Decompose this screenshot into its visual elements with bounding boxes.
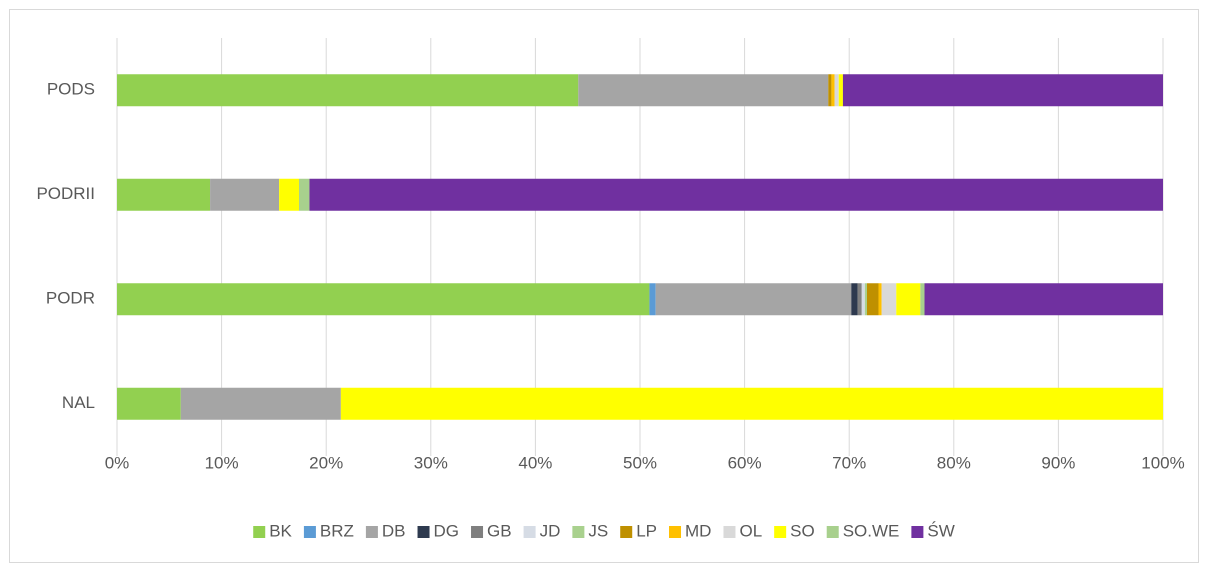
x-tick-label: 10% — [205, 453, 239, 472]
y-tick-label: PODS — [47, 80, 95, 99]
x-tick-label: 50% — [623, 453, 657, 472]
x-tick-label: 90% — [1041, 453, 1075, 472]
bar-segment — [878, 283, 882, 316]
legend-label: OL — [739, 521, 762, 540]
bar-segment — [924, 283, 1163, 316]
bar-segment — [834, 74, 839, 107]
bar-segment — [655, 283, 852, 316]
bar-segment — [866, 283, 879, 316]
bar-segment — [831, 74, 835, 107]
bar-segment — [117, 74, 579, 107]
legend-swatch — [826, 526, 839, 538]
bar-segment — [828, 74, 832, 107]
y-tick-label: PODR — [46, 289, 95, 308]
bar-segment — [838, 74, 843, 107]
bar-segment — [842, 74, 1163, 107]
legend-label: DB — [382, 521, 406, 540]
x-tick-label: 80% — [937, 453, 971, 472]
bar-segment — [881, 283, 897, 316]
legend-label: DG — [434, 521, 460, 540]
bar-segment — [180, 387, 341, 420]
legend-swatch — [572, 526, 585, 538]
bar-segment — [117, 387, 181, 420]
y-tick-label: NAL — [62, 393, 95, 412]
bar-segment — [340, 387, 1163, 420]
legend-label: LP — [636, 521, 657, 540]
bar-segment — [117, 283, 650, 316]
x-tick-label: 30% — [414, 453, 448, 472]
x-tick-label: 20% — [309, 453, 343, 472]
x-tick-label: 70% — [832, 453, 866, 472]
legend-swatch — [911, 526, 924, 538]
bar-segment — [578, 74, 829, 107]
legend-label: SO.WE — [843, 521, 900, 540]
legend-label: JS — [588, 521, 608, 540]
bar-segment — [851, 283, 858, 316]
legend-swatch — [774, 526, 787, 538]
bar-segment — [309, 178, 1163, 211]
bar-segment — [861, 283, 865, 316]
legend-label: MD — [685, 521, 711, 540]
x-tick-label: 100% — [1141, 453, 1184, 472]
legend-swatch — [253, 526, 266, 538]
bar-segment — [920, 283, 925, 316]
bar-segment — [210, 178, 280, 211]
bar-segment — [649, 283, 656, 316]
legend-swatch — [723, 526, 736, 538]
legend-label: ŚW — [927, 521, 954, 540]
bar-segment — [864, 283, 867, 316]
legend-label: JD — [540, 521, 561, 540]
bar-segment — [117, 178, 211, 211]
legend-label: GB — [487, 521, 512, 540]
legend-swatch — [365, 526, 378, 538]
bar-segment — [857, 283, 862, 316]
x-tick-label: 60% — [728, 453, 762, 472]
legend-swatch — [523, 526, 536, 538]
legend-swatch — [620, 526, 633, 538]
legend-label: BK — [269, 521, 292, 540]
bar-segment — [279, 178, 300, 211]
legend-label: BRZ — [320, 521, 354, 540]
y-tick-label: PODRII — [36, 184, 95, 203]
x-tick-label: 0% — [105, 453, 130, 472]
bar-segment — [896, 283, 921, 316]
legend-swatch — [417, 526, 430, 538]
legend-label: SO — [790, 521, 815, 540]
legend-swatch — [669, 526, 682, 538]
bar-segment — [299, 178, 310, 211]
x-tick-label: 40% — [518, 453, 552, 472]
legend-swatch — [471, 526, 484, 538]
legend-swatch — [303, 526, 316, 538]
